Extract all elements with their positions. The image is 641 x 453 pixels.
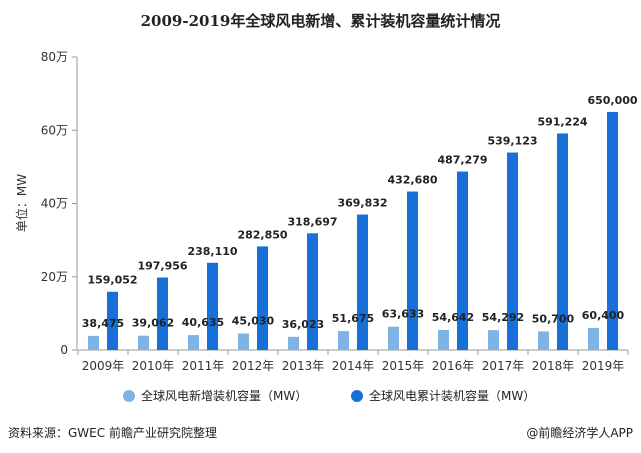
data-label-cumulative: 282,850 <box>237 228 287 241</box>
x-tick-label: 2018年 <box>532 359 575 373</box>
legend-marker-new <box>123 390 135 402</box>
data-label-cumulative: 369,832 <box>337 197 387 210</box>
chart-title: 2009-2019年全球风电新增、累计装机容量统计情况 <box>140 12 501 30</box>
x-tick-label: 2019年 <box>582 359 625 373</box>
data-label-new: 60,400 <box>582 309 625 322</box>
legend-marker-cumulative <box>351 390 363 402</box>
y-tick-label: 60万 <box>41 123 68 137</box>
bar-cumulative-capacity <box>457 171 468 350</box>
data-label-cumulative: 238,110 <box>187 245 237 258</box>
legend-label-cumulative: 全球风电累计装机容量（MW） <box>369 388 535 403</box>
data-label-new: 39,062 <box>132 317 174 330</box>
y-tick-label: 20万 <box>41 270 68 284</box>
data-label-new: 50,700 <box>532 312 575 325</box>
data-label-cumulative: 539,123 <box>487 135 537 148</box>
data-label-cumulative: 159,052 <box>87 274 137 287</box>
bar-cumulative-capacity <box>107 291 118 350</box>
data-label-new: 38,475 <box>82 317 124 330</box>
data-label-cumulative: 650,000 <box>587 94 637 107</box>
bar-new-capacity <box>488 330 499 350</box>
x-tick-label: 2013年 <box>282 359 325 373</box>
bar-cumulative-capacity <box>207 262 218 350</box>
data-label-new: 40,635 <box>182 316 224 329</box>
data-label-cumulative: 197,956 <box>137 259 187 272</box>
bar-cumulative-capacity <box>257 246 268 350</box>
bar-cumulative-capacity <box>157 277 168 350</box>
y-tick-label: 0 <box>60 343 68 357</box>
data-label-cumulative: 591,224 <box>537 115 587 128</box>
data-label-cumulative: 487,279 <box>437 154 487 167</box>
data-label-new: 51,675 <box>332 312 374 325</box>
bar-new-capacity <box>538 331 549 350</box>
bar-new-capacity <box>438 329 449 350</box>
bar-new-capacity <box>288 336 299 350</box>
data-label-cumulative: 432,680 <box>387 174 437 187</box>
x-tick-label: 2017年 <box>482 359 525 373</box>
data-label-new: 63,633 <box>382 308 424 321</box>
bar-cumulative-capacity <box>307 233 318 350</box>
bar-cumulative-capacity <box>557 133 568 350</box>
legend-label-new: 全球风电新增装机容量（MW） <box>141 388 307 403</box>
x-tick-label: 2012年 <box>232 359 275 373</box>
x-tick-label: 2014年 <box>332 359 375 373</box>
data-label-new: 54,642 <box>432 311 474 324</box>
bar-new-capacity <box>338 331 349 350</box>
y-tick-label: 40万 <box>41 197 68 211</box>
x-tick-label: 2016年 <box>432 359 475 373</box>
bar-cumulative-capacity <box>357 214 368 350</box>
bar-new-capacity <box>188 335 199 350</box>
credit-note: @前瞻经济学人APP <box>526 426 633 440</box>
bar-cumulative-capacity <box>507 152 518 350</box>
bar-cumulative-capacity <box>607 111 618 350</box>
bar-new-capacity <box>88 335 99 350</box>
x-tick-label: 2015年 <box>382 359 425 373</box>
y-axis-label: 单位：MW <box>14 174 29 232</box>
bar-new-capacity <box>588 327 599 350</box>
x-tick-label: 2011年 <box>182 359 225 373</box>
data-label-new: 45,030 <box>232 315 275 328</box>
y-tick-label: 80万 <box>41 50 68 64</box>
x-tick-label: 2010年 <box>132 359 175 373</box>
bar-cumulative-capacity <box>407 191 418 350</box>
bar-new-capacity <box>238 333 249 350</box>
bar-new-capacity <box>388 326 399 350</box>
x-tick-label: 2009年 <box>82 359 125 373</box>
data-label-new: 54,292 <box>482 311 524 324</box>
source-note: 资料来源：GWEC 前瞻产业研究院整理 <box>8 426 217 440</box>
data-label-new: 36,023 <box>282 318 324 331</box>
bar-new-capacity <box>138 335 149 350</box>
data-label-cumulative: 318,697 <box>287 215 337 228</box>
